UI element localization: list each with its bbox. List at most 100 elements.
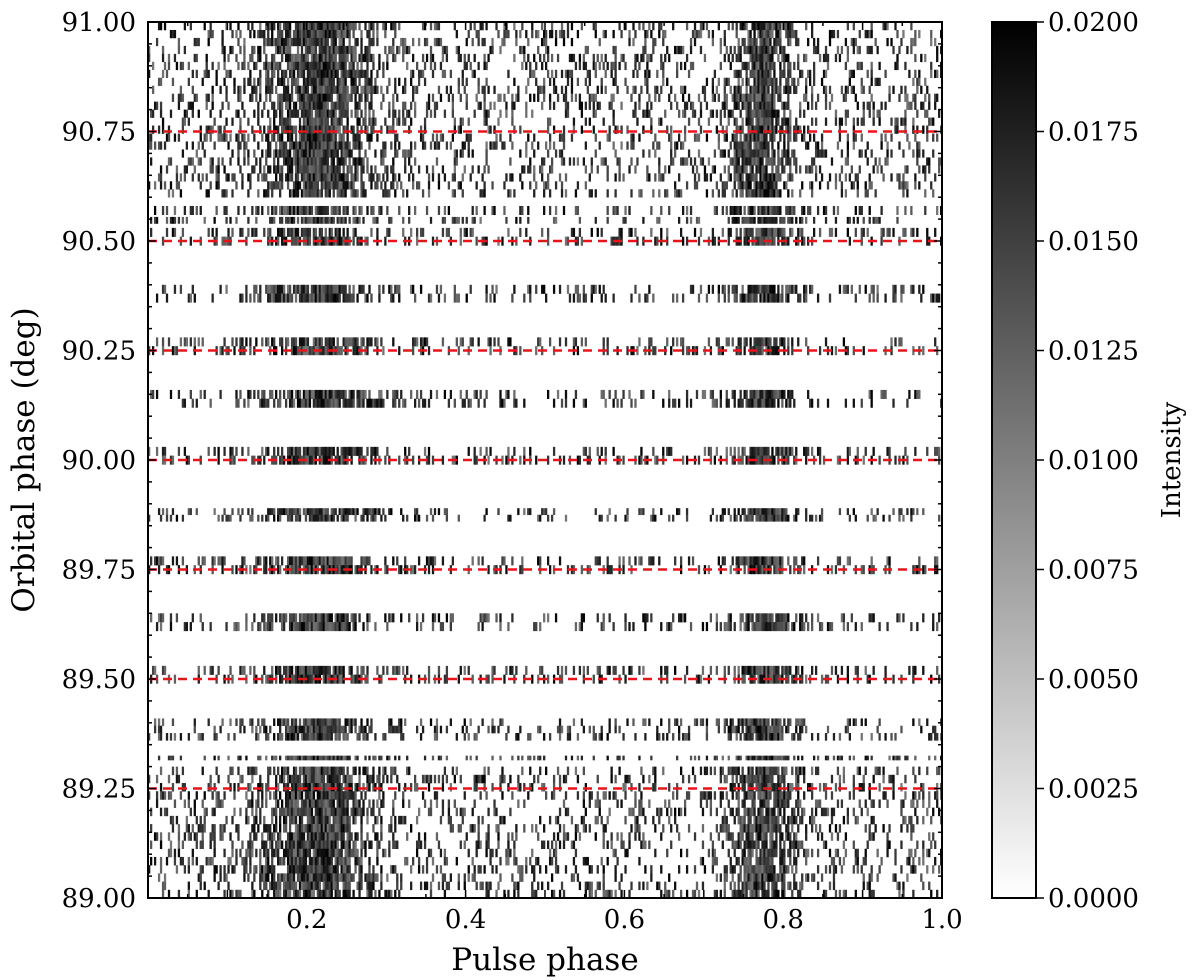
heatmap-cell bbox=[570, 815, 574, 825]
heatmap-cell bbox=[906, 508, 909, 516]
heatmap-cell bbox=[807, 389, 810, 399]
heatmap-cell bbox=[187, 889, 190, 898]
heatmap-cell bbox=[410, 881, 413, 891]
heatmap-cell bbox=[872, 832, 875, 841]
heatmap-cell bbox=[324, 674, 327, 684]
heatmap-cell bbox=[648, 284, 651, 294]
heatmap-cell bbox=[338, 398, 341, 408]
heatmap-cell bbox=[727, 622, 730, 632]
heatmap-cell bbox=[267, 733, 270, 741]
heatmap-cell bbox=[588, 824, 591, 833]
heatmap-cell bbox=[715, 755, 718, 761]
heatmap-cell bbox=[485, 840, 488, 850]
heatmap-cell bbox=[936, 766, 939, 776]
heatmap-cell bbox=[771, 832, 774, 841]
heatmap-cell bbox=[818, 824, 822, 833]
heatmap-cell bbox=[413, 508, 417, 516]
heatmap-cell bbox=[394, 791, 397, 800]
heatmap-cell bbox=[674, 556, 677, 566]
heatmap-cell bbox=[578, 832, 582, 841]
heatmap-cell bbox=[265, 446, 268, 456]
heatmap-cell bbox=[922, 665, 925, 675]
heatmap-cell bbox=[253, 815, 256, 825]
heatmap-cell bbox=[336, 455, 339, 465]
heatmap-cell bbox=[368, 889, 371, 898]
heatmap-cell bbox=[751, 881, 754, 891]
heatmap-cell bbox=[237, 824, 240, 833]
heatmap-cell bbox=[679, 613, 683, 623]
heatmap-cell bbox=[326, 889, 329, 898]
heatmap-cell bbox=[469, 284, 472, 294]
heatmap-cell bbox=[769, 556, 772, 566]
heatmap-cell bbox=[898, 613, 901, 623]
heatmap-cell bbox=[292, 565, 296, 575]
heatmap-cell bbox=[376, 398, 379, 408]
heatmap-cell bbox=[779, 556, 782, 566]
heatmap-cell bbox=[394, 398, 397, 408]
heatmap-cell bbox=[725, 398, 728, 408]
heatmap-cell bbox=[322, 889, 325, 898]
heatmap-cell bbox=[412, 284, 415, 294]
heatmap-cell bbox=[354, 755, 357, 761]
heatmap-cell bbox=[799, 799, 802, 808]
heatmap-cell bbox=[231, 508, 234, 516]
heatmap-cell bbox=[781, 873, 784, 882]
heatmap-cell bbox=[747, 284, 750, 294]
heatmap-cell bbox=[354, 783, 357, 792]
heatmap-cell bbox=[281, 718, 284, 727]
heatmap-cell bbox=[816, 881, 820, 891]
heatmap-cell bbox=[759, 783, 762, 792]
heatmap-cell bbox=[836, 556, 840, 566]
heatmap-cell bbox=[235, 718, 238, 727]
heatmap-cell bbox=[308, 815, 312, 825]
heatmap-cell bbox=[255, 733, 258, 741]
heatmap-cell bbox=[292, 807, 296, 817]
heatmap-cell bbox=[398, 889, 401, 898]
heatmap-cell bbox=[211, 832, 214, 841]
heatmap-cell bbox=[271, 389, 274, 399]
heatmap-cell bbox=[225, 514, 228, 522]
heatmap-cell bbox=[793, 514, 796, 522]
heatmap-cell bbox=[374, 733, 377, 741]
heatmap-cell bbox=[332, 799, 335, 808]
heatmap-cell bbox=[326, 840, 329, 850]
heatmap-cell bbox=[261, 791, 264, 800]
heatmap-cell bbox=[352, 284, 355, 294]
heatmap-cell bbox=[624, 815, 627, 825]
heatmap-cell bbox=[298, 755, 302, 761]
heatmap-cell bbox=[743, 346, 746, 356]
heatmap-cell bbox=[425, 774, 429, 784]
heatmap-cell bbox=[640, 791, 643, 800]
heatmap-cell bbox=[400, 718, 403, 727]
heatmap-cell bbox=[187, 832, 190, 841]
heatmap-cell bbox=[799, 613, 802, 623]
heatmap-cell bbox=[489, 446, 492, 456]
heatmap-cell bbox=[787, 815, 790, 825]
heatmap-cell bbox=[648, 337, 651, 347]
heatmap-cell bbox=[654, 824, 657, 833]
heatmap-cell bbox=[263, 873, 266, 882]
heatmap-cell bbox=[596, 446, 599, 456]
heatmap-cell bbox=[562, 832, 566, 841]
heatmap-cell bbox=[229, 766, 232, 776]
heatmap-cell bbox=[322, 446, 325, 456]
heatmap-cell bbox=[691, 766, 695, 776]
heatmap-cell bbox=[296, 865, 300, 874]
heatmap-cell bbox=[676, 755, 679, 761]
heatmap-cell bbox=[344, 881, 347, 891]
heatmap-cell bbox=[306, 674, 310, 684]
heatmap-cell bbox=[304, 665, 308, 675]
heatmap-cell bbox=[878, 783, 881, 792]
heatmap-cell bbox=[737, 881, 740, 891]
heatmap-cell bbox=[759, 613, 762, 623]
heatmap-cell bbox=[791, 865, 794, 874]
heatmap-cell bbox=[765, 832, 768, 841]
heatmap-cell bbox=[366, 889, 369, 898]
heatmap-cell bbox=[886, 840, 889, 850]
heatmap-cell bbox=[902, 514, 905, 522]
heatmap-cell bbox=[415, 848, 419, 858]
heatmap-cell bbox=[412, 455, 415, 465]
heatmap-cell bbox=[834, 865, 838, 874]
heatmap-cell bbox=[777, 508, 780, 516]
heatmap-cell bbox=[642, 840, 645, 850]
